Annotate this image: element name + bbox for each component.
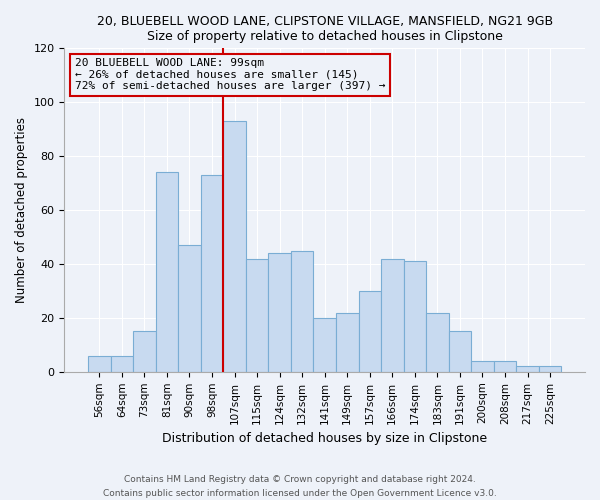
Bar [223,121,246,372]
Bar [268,253,291,372]
Bar [426,312,449,372]
Title: 20, BLUEBELL WOOD LANE, CLIPSTONE VILLAGE, MANSFIELD, NG21 9GB
Size of property : 20, BLUEBELL WOOD LANE, CLIPSTONE VILLAG… [97,15,553,43]
Bar [313,318,336,372]
Bar [404,262,426,372]
Bar [471,361,494,372]
Bar [291,250,313,372]
Bar [336,312,359,372]
Bar [359,291,381,372]
Bar [133,332,155,372]
Bar [539,366,562,372]
Bar [246,258,268,372]
Y-axis label: Number of detached properties: Number of detached properties [15,117,28,303]
Bar [516,366,539,372]
Bar [201,175,223,372]
Bar [178,245,201,372]
Bar [88,356,110,372]
Bar [494,361,516,372]
Bar [449,332,471,372]
Text: 20 BLUEBELL WOOD LANE: 99sqm
← 26% of detached houses are smaller (145)
72% of s: 20 BLUEBELL WOOD LANE: 99sqm ← 26% of de… [75,58,385,91]
Bar [155,172,178,372]
Text: Contains HM Land Registry data © Crown copyright and database right 2024.
Contai: Contains HM Land Registry data © Crown c… [103,476,497,498]
X-axis label: Distribution of detached houses by size in Clipstone: Distribution of detached houses by size … [162,432,487,445]
Bar [110,356,133,372]
Bar [381,258,404,372]
